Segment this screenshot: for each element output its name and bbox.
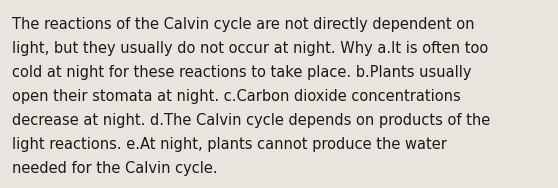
Text: light, but they usually do not occur at night. Why a.It is often too: light, but they usually do not occur at … <box>12 41 488 56</box>
Text: needed for the Calvin cycle.: needed for the Calvin cycle. <box>12 161 218 176</box>
Text: open their stomata at night. c.Carbon dioxide concentrations: open their stomata at night. c.Carbon di… <box>12 89 461 104</box>
Text: The reactions of the Calvin cycle are not directly dependent on: The reactions of the Calvin cycle are no… <box>12 17 475 32</box>
Text: cold at night for these reactions to take place. b.Plants usually: cold at night for these reactions to tak… <box>12 65 472 80</box>
Text: decrease at night. d.The Calvin cycle depends on products of the: decrease at night. d.The Calvin cycle de… <box>12 113 490 128</box>
Text: light reactions. e.At night, plants cannot produce the water: light reactions. e.At night, plants cann… <box>12 137 447 152</box>
